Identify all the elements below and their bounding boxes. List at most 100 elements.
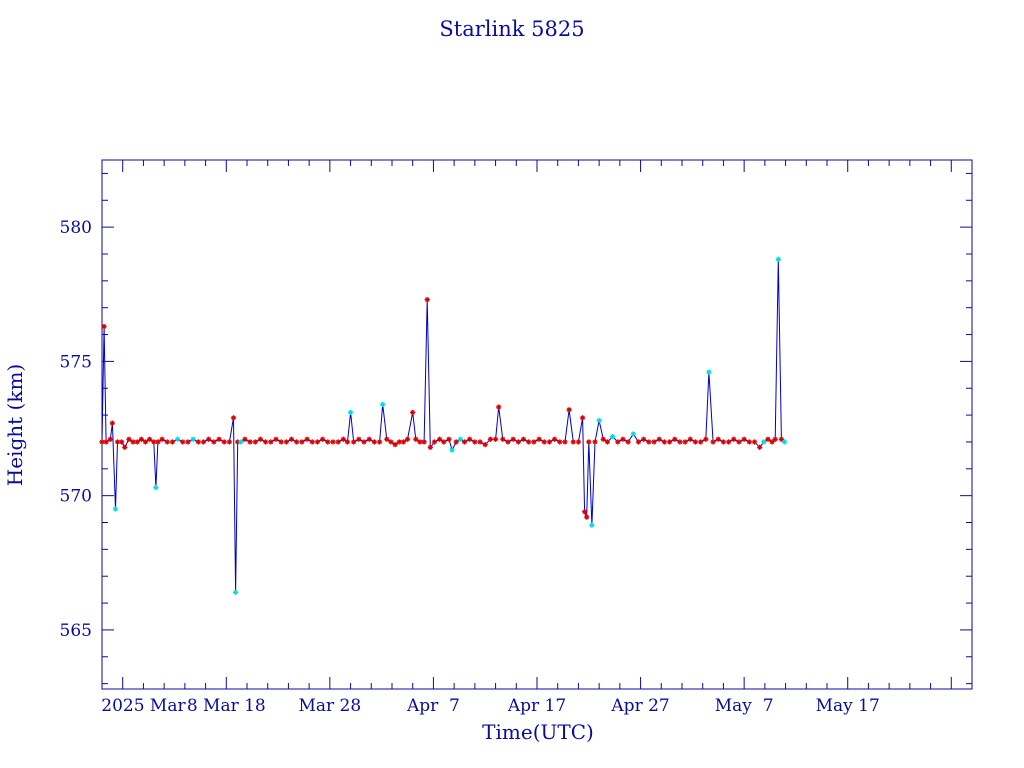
x-tick-label: Mar 28 — [298, 696, 361, 716]
y-tick-label: 575 — [60, 352, 92, 372]
data-point — [238, 439, 244, 445]
data-point — [410, 409, 416, 416]
data-point — [273, 436, 279, 442]
data-point — [388, 439, 394, 445]
data-point — [431, 439, 438, 445]
data-point — [288, 436, 295, 442]
data-point — [541, 439, 547, 445]
data-point — [746, 439, 752, 445]
data-point — [299, 439, 305, 445]
data-point — [487, 436, 493, 442]
data-point — [610, 433, 616, 440]
data-point — [449, 447, 455, 453]
data-point — [413, 436, 419, 442]
data-point — [781, 439, 788, 445]
data-point — [211, 439, 217, 445]
data-point — [570, 439, 576, 445]
data-point — [340, 436, 346, 442]
data-point — [119, 439, 125, 445]
data-point — [126, 436, 132, 442]
x-axis-label: Time(UTC) — [482, 720, 594, 744]
data-point — [751, 439, 758, 445]
data-point — [651, 439, 657, 445]
data-point — [661, 439, 667, 445]
data-point — [371, 439, 377, 445]
data-point — [477, 439, 483, 445]
data-point — [775, 256, 781, 262]
data-point — [500, 436, 506, 442]
data-point — [109, 420, 115, 426]
data-point — [142, 439, 149, 445]
data-point — [620, 436, 626, 442]
data-point — [441, 439, 447, 445]
x-tick-label: Apr 7 — [406, 696, 460, 716]
data-point — [325, 439, 331, 445]
data-point — [216, 436, 222, 442]
x-tick-label: Apr 17 — [507, 696, 566, 716]
data-point — [206, 436, 212, 442]
data-point — [531, 439, 537, 445]
data-point — [526, 439, 532, 445]
data-point — [366, 436, 372, 442]
data-point — [380, 401, 386, 407]
data-point — [505, 439, 511, 445]
y-axis-label: Height (km) — [3, 364, 27, 486]
data-point — [615, 439, 621, 445]
y-tick-label: 570 — [60, 487, 92, 507]
data-point — [726, 439, 732, 445]
data-point — [575, 439, 582, 445]
data-point — [200, 439, 207, 445]
data-point — [536, 436, 542, 442]
data-point — [461, 439, 468, 445]
data-point — [164, 439, 170, 445]
data-point — [99, 439, 105, 445]
data-point — [221, 439, 227, 445]
data-point — [114, 439, 121, 445]
data-point — [586, 439, 592, 445]
data-point — [757, 444, 763, 450]
data-point — [404, 436, 411, 442]
data-point — [710, 439, 716, 445]
data-point — [446, 436, 452, 442]
data-point — [715, 436, 721, 442]
data-point — [546, 439, 553, 445]
data-point — [437, 436, 443, 442]
data-point — [155, 439, 161, 445]
data-point — [720, 439, 727, 445]
data-point — [278, 439, 284, 445]
data-point — [392, 442, 398, 448]
data-point — [185, 439, 191, 445]
data-point — [107, 436, 113, 442]
data-point — [510, 436, 516, 442]
data-point — [482, 442, 488, 448]
data-point — [101, 323, 107, 330]
data-point — [596, 417, 602, 424]
data-point — [566, 407, 572, 413]
data-point — [421, 439, 427, 445]
data-point — [351, 439, 357, 445]
data-point — [731, 436, 737, 442]
data-point — [741, 436, 747, 442]
x-tick-label: Apr 27 — [610, 696, 669, 716]
data-point — [356, 436, 362, 442]
data-point — [584, 514, 590, 520]
data-point — [344, 439, 351, 445]
data-point — [765, 436, 771, 442]
data-point — [600, 436, 606, 442]
data-point — [257, 436, 264, 442]
data-point — [242, 436, 248, 442]
data-point — [666, 439, 673, 445]
data-point — [515, 439, 521, 445]
data-point — [641, 436, 647, 442]
data-point — [252, 439, 258, 445]
x-tick-label: 8 Mar 18 — [187, 696, 266, 716]
data-point — [630, 431, 636, 437]
data-point — [384, 436, 390, 442]
data-point — [427, 444, 433, 450]
x-tick-label: May 7 — [715, 696, 774, 716]
data-point — [520, 436, 527, 442]
data-point — [347, 409, 354, 416]
data-point — [190, 436, 196, 442]
data-point — [417, 439, 423, 445]
